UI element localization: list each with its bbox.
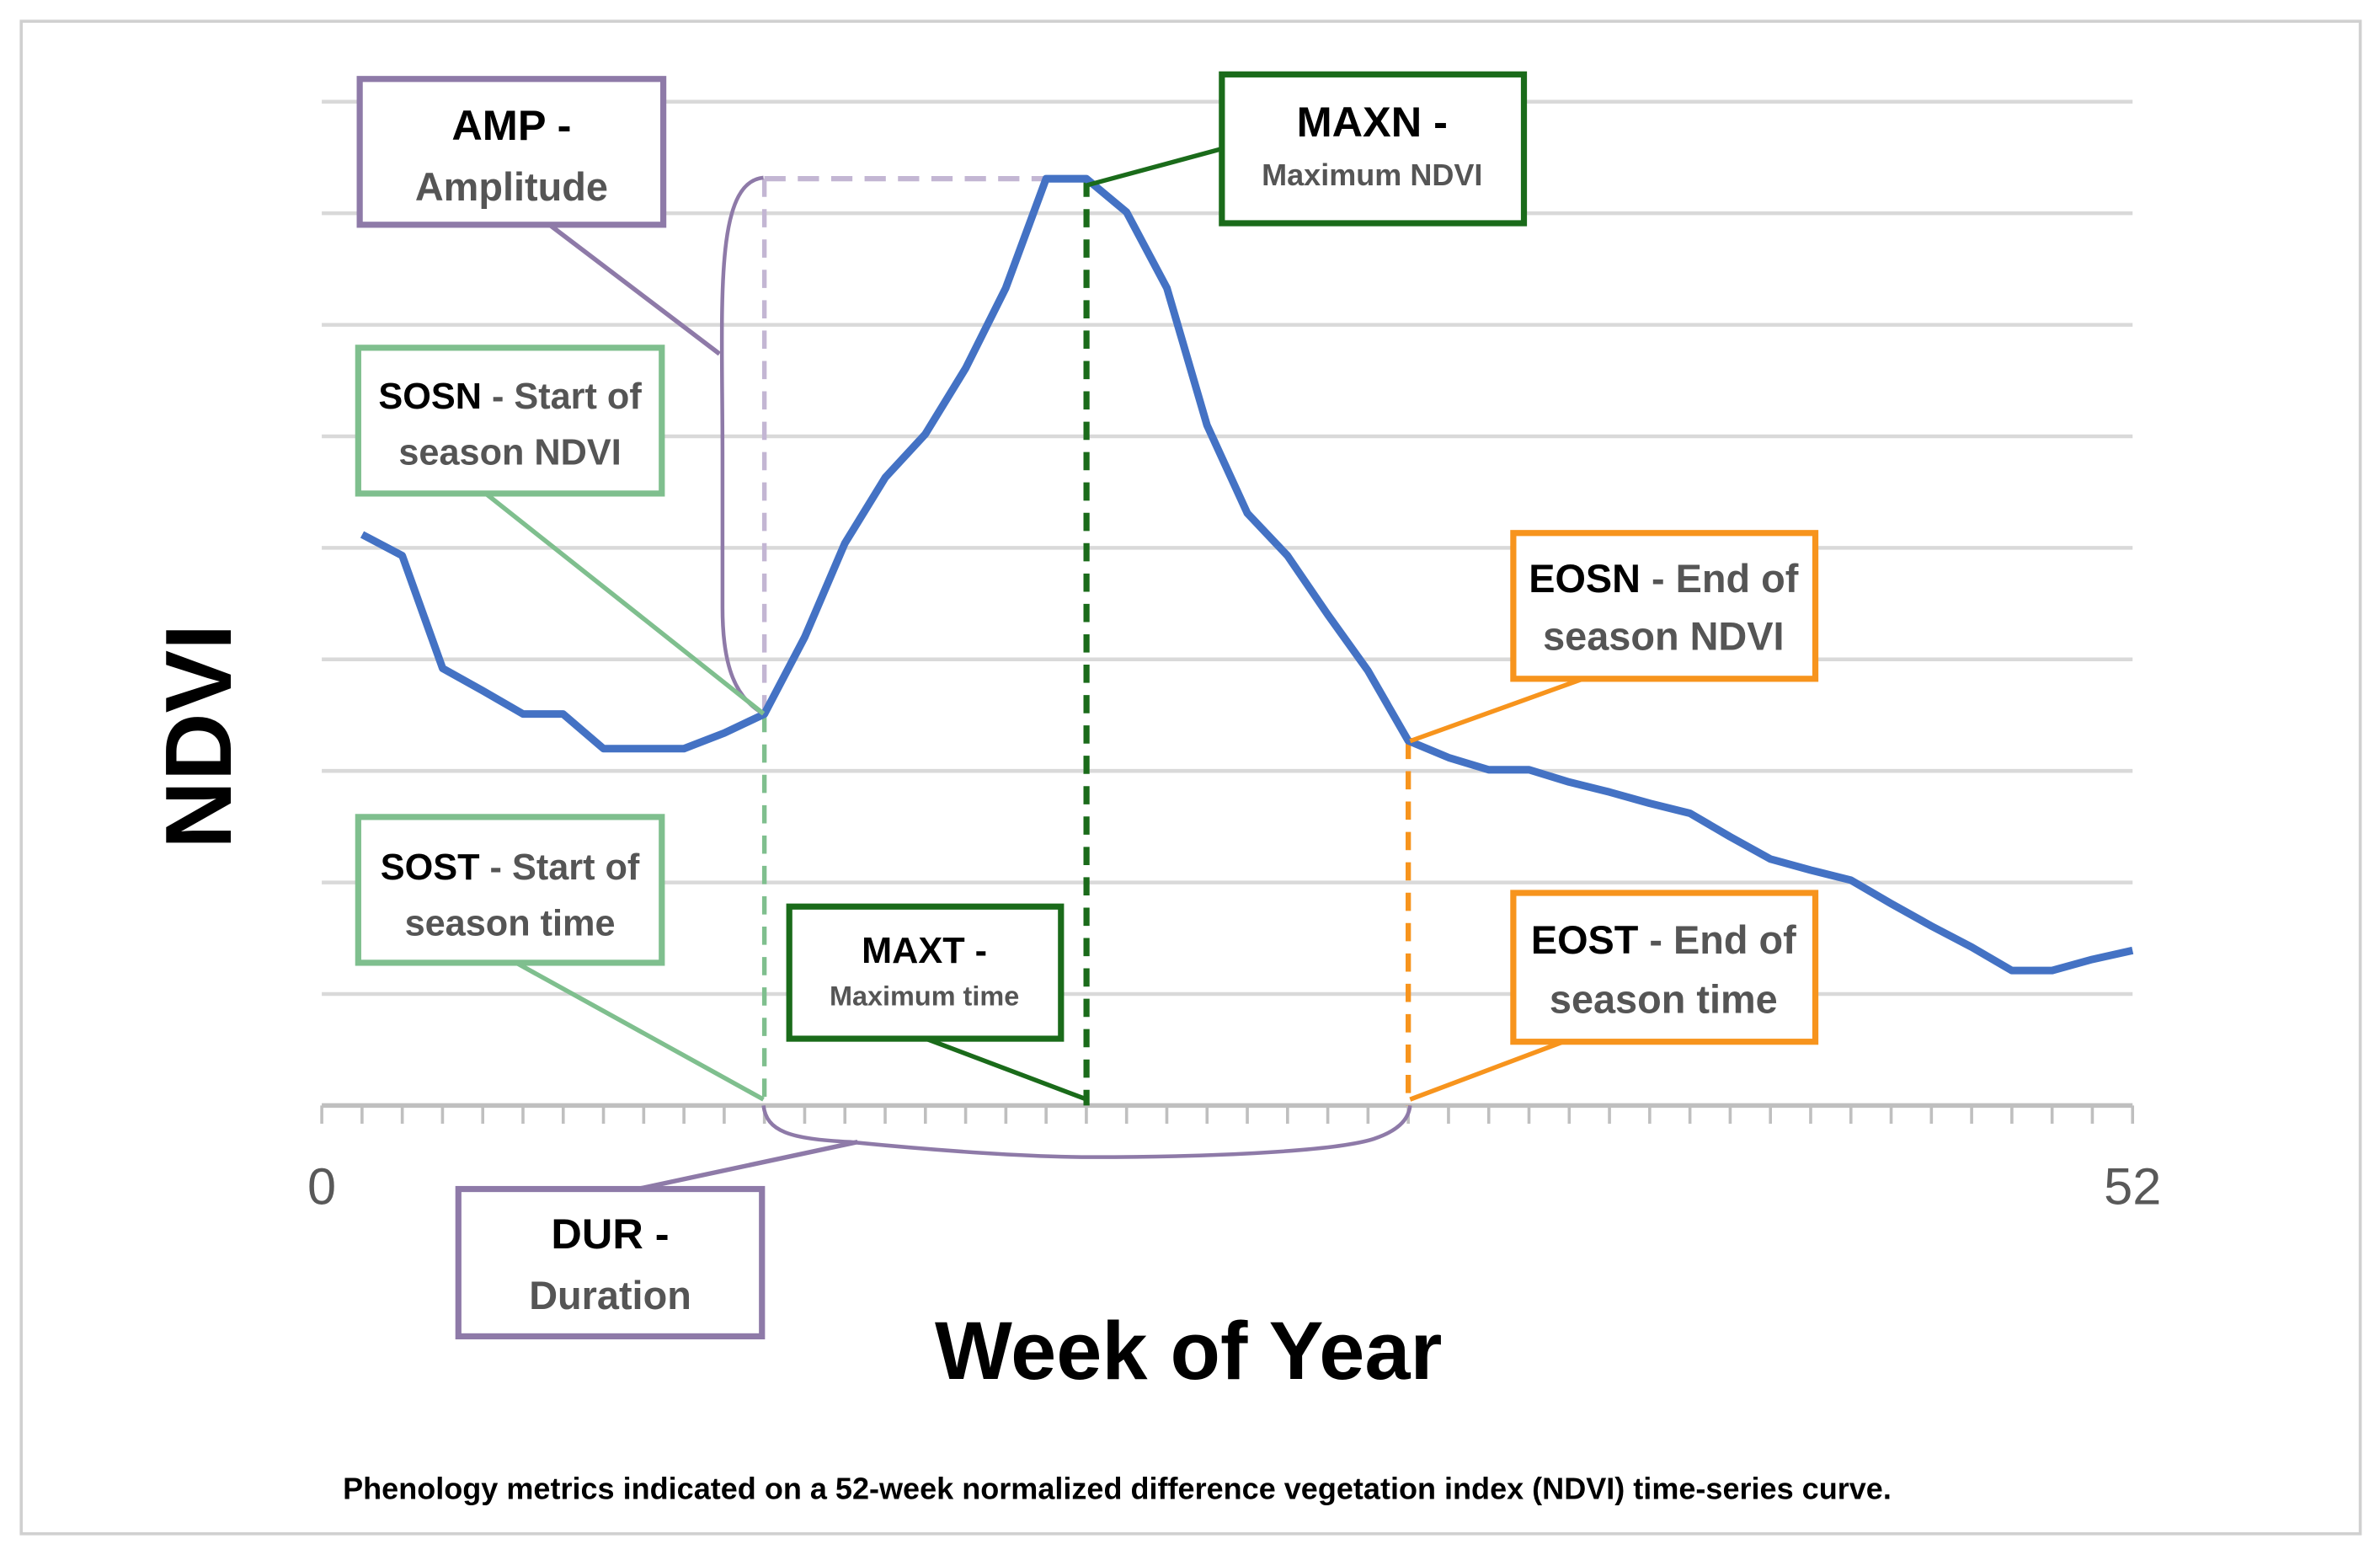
amp-desc: Amplitude (415, 165, 608, 209)
dur-bracket (761, 1105, 1412, 1159)
sosn-leader (484, 491, 766, 716)
maxt-annotation: MAXT - Maximum time (786, 903, 1065, 1042)
sosn-annotation: SOSN - Start of season NDVI (355, 345, 665, 497)
eosn-desc-2: season NDVI (1543, 615, 1784, 659)
svg-text:SOST - Start of: SOST - Start of (381, 847, 640, 888)
sosn-desc-1: - Start of (482, 377, 642, 417)
sost-desc-1: - Start of (480, 847, 640, 888)
sosn-code: SOSN (378, 377, 482, 417)
ndvi-series-line (360, 174, 2134, 975)
x-tick-label-52: 52 (2104, 1158, 2161, 1216)
eosn-leader (1409, 676, 1584, 744)
eosn-code: EOSN (1529, 557, 1641, 601)
maxn-desc: Maximum NDVI (1262, 158, 1482, 192)
amp-leader (547, 222, 721, 356)
figure-caption: Phenology metrics indicated on a 52-week… (343, 1471, 1892, 1505)
eost-leader (1409, 1039, 1565, 1102)
maxn-leader (1086, 147, 1223, 188)
x-axis-label: Week of Year (935, 1305, 1442, 1397)
maxt-code: MAXT - (862, 931, 987, 971)
svg-text:SOSN - Start of: SOSN - Start of (378, 377, 642, 417)
dur-leader (637, 1140, 858, 1192)
eost-code: EOST (1531, 918, 1639, 962)
eost-desc-1: - End of (1638, 918, 1796, 962)
amp-annotation: AMP - Amplitude (356, 76, 667, 228)
eosn-desc-1: - End of (1641, 557, 1799, 601)
dur-code: DUR - (551, 1210, 669, 1258)
maxn-code: MAXN - (1297, 98, 1448, 146)
svg-text:EOST - End of: EOST - End of (1531, 918, 1796, 962)
svg-text:EOSN - End of: EOSN - End of (1529, 557, 1799, 601)
sost-code: SOST (381, 847, 480, 888)
eost-desc-2: season time (1550, 977, 1778, 1021)
amp-bracket (719, 175, 765, 716)
dur-annotation: DUR - Duration (455, 1185, 766, 1340)
y-axis-label: NDVI (146, 624, 251, 849)
eosn-annotation: EOSN - End of season NDVI (1510, 530, 1819, 682)
figure-border (19, 19, 2362, 1536)
maxn-annotation: MAXN - Maximum NDVI (1219, 71, 1528, 227)
x-tick-label-0: 0 (307, 1158, 336, 1216)
sost-leader (515, 960, 765, 1102)
maxt-desc: Maximum time (830, 981, 1019, 1011)
sosn-desc-2: season NDVI (398, 433, 621, 473)
sost-annotation: SOST - Start of season time (355, 814, 665, 966)
amp-code: AMP - (451, 101, 571, 149)
sost-desc-2: season time (405, 903, 616, 943)
eost-annotation: EOST - End of season time (1510, 890, 1819, 1045)
metric-guides (761, 175, 1411, 1106)
dur-desc: Duration (529, 1274, 691, 1317)
maxt-leader (925, 1036, 1088, 1102)
